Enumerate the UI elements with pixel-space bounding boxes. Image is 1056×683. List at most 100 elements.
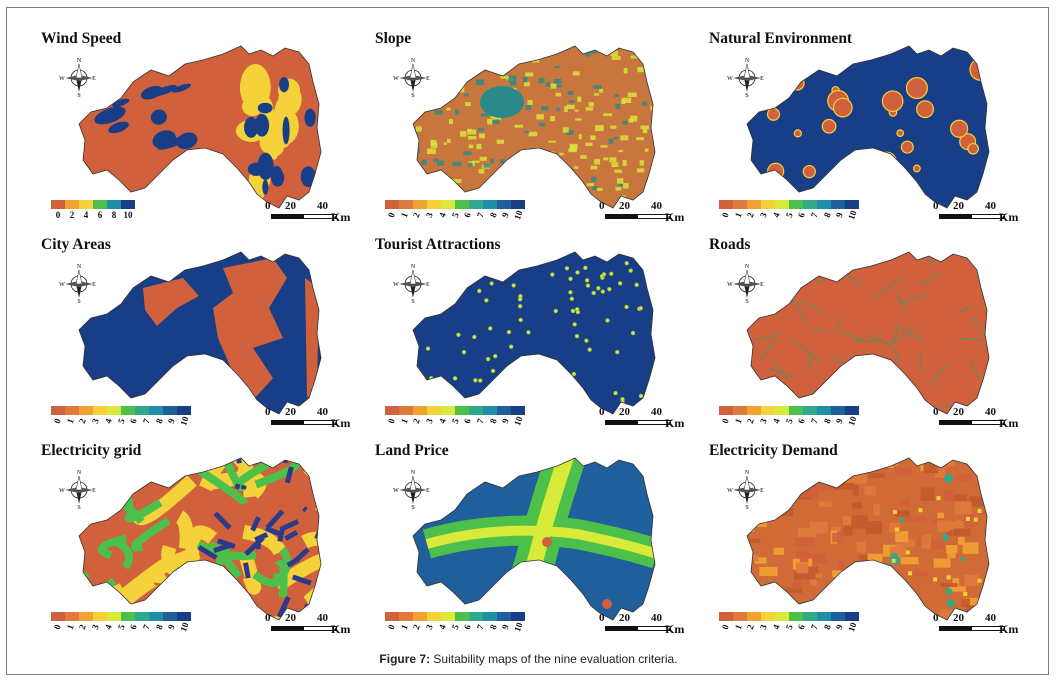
- compass-rose-icon: N S E W: [727, 58, 767, 99]
- scale-mid-label: 20: [619, 200, 630, 212]
- legend-swatch: [65, 200, 79, 209]
- panel-title: Land Price: [375, 442, 449, 459]
- legend-swatch: [469, 406, 483, 415]
- scale-bar-line: [605, 626, 671, 631]
- legend-swatch: [121, 612, 135, 621]
- legend-tick-label: 1: [64, 417, 76, 425]
- legend-tick-label: 10: [846, 415, 859, 427]
- legend-swatch: [93, 612, 107, 621]
- legend-swatch: [441, 612, 455, 621]
- map-panel: Land Price N S E W 0 1 2 3 4 5 6 7 8 9 10 0 20 40 Km: [367, 442, 697, 650]
- color-legend: [51, 612, 191, 621]
- scale-bar: 0 20 40 Km: [599, 612, 709, 642]
- legend-swatch: [775, 406, 789, 415]
- scale-bar-line: [605, 420, 671, 425]
- legend-swatch: [817, 200, 831, 209]
- legend-tick-label: 8: [821, 417, 833, 425]
- legend-tick-label: 9: [500, 623, 512, 631]
- legend-tick-label: 0: [385, 417, 397, 425]
- legend-tick-label: 2: [77, 417, 89, 425]
- map-panel: Slope N S E W 0 1 2 3 4 5 6 7 8 9 10 0 20 40 Km: [367, 30, 697, 238]
- figure-frame: Wind Speed N S E W 0 2 4 6 8 10 0 20 40 Km Slope N S E W 0 1 2…: [6, 7, 1049, 675]
- legend-tick-label: 4: [436, 623, 448, 631]
- scale-bar-line: [939, 214, 1005, 219]
- legend-tick-label: 4: [770, 623, 782, 631]
- compass-rose-icon: N S E W: [393, 58, 433, 99]
- compass-s-label: S: [745, 299, 748, 305]
- legend-tick-label: 6: [796, 623, 808, 631]
- legend-swatch: [845, 612, 859, 621]
- compass-n-label: N: [745, 470, 750, 476]
- legend-swatch: [107, 406, 121, 415]
- legend-tick-label: 0: [719, 211, 731, 219]
- caption-label: Figure 7:: [379, 652, 431, 666]
- legend-swatch: [177, 406, 191, 415]
- legend-tick-label: 6: [796, 417, 808, 425]
- legend-tick-label: 1: [732, 417, 744, 425]
- legend-swatch: [733, 200, 747, 209]
- legend-tick-label: 3: [758, 417, 769, 425]
- map-panel: Wind Speed N S E W 0 2 4 6 8 10 0 20 40 Km: [33, 30, 363, 238]
- compass-e-label: E: [760, 488, 764, 494]
- compass-e-label: E: [426, 488, 430, 494]
- legend-tick-label: 2: [411, 623, 423, 631]
- legend-tick-label: 9: [834, 623, 846, 631]
- legend-swatch: [747, 200, 761, 209]
- legend-tick-label: 2: [411, 417, 423, 425]
- legend-swatch: [93, 200, 107, 209]
- legend-swatch: [511, 406, 525, 415]
- scale-bar-line: [271, 214, 337, 219]
- legend-tick-label: 2: [69, 210, 75, 220]
- scale-bar: 0 20 40 Km: [599, 200, 709, 230]
- legend-swatch: [747, 406, 761, 415]
- legend-tick-label: 5: [115, 417, 127, 425]
- legend-swatch: [455, 612, 469, 621]
- suitability-map: [73, 248, 323, 416]
- legend-tick-label: 7: [140, 623, 152, 631]
- compass-e-label: E: [760, 282, 764, 288]
- legend-swatch: [399, 200, 413, 209]
- map-panel: Tourist Attractions N S E W 0 1 2 3 4 5 6 7 8 9 10 0 20 40…: [367, 236, 697, 444]
- legend-tick-label: 7: [808, 417, 820, 425]
- compass-n-label: N: [77, 58, 82, 64]
- scale-mid-label: 20: [619, 406, 630, 418]
- compass-rose-icon: N S E W: [59, 470, 99, 511]
- compass-e-label: E: [92, 488, 96, 494]
- scale-zero-label: 0: [599, 612, 605, 624]
- legend-ticks: 0 1 2 3 4 5 6 7 8 9 10: [719, 209, 859, 221]
- compass-n-label: N: [745, 58, 750, 64]
- legend-tick-label: 4: [770, 417, 782, 425]
- scale-zero-label: 0: [265, 612, 271, 624]
- scale-mid-label: 20: [953, 406, 964, 418]
- compass-w-label: W: [727, 488, 733, 494]
- legend-swatch: [775, 612, 789, 621]
- panel-title: Electricity grid: [41, 442, 142, 459]
- suitability-map: [407, 248, 657, 416]
- scale-max-label: 40: [985, 200, 996, 212]
- legend-tick-label: 5: [449, 417, 461, 425]
- legend-tick-label: 10: [846, 209, 859, 221]
- legend-tick-label: 5: [783, 211, 795, 219]
- compass-s-label: S: [411, 299, 414, 305]
- legend-ticks: 0 1 2 3 4 5 6 7 8 9 10: [51, 621, 191, 633]
- panel-title: City Areas: [41, 236, 111, 253]
- legend-tick-label: 7: [808, 211, 820, 219]
- legend-tick-label: 0: [55, 210, 61, 220]
- compass-n-label: N: [411, 470, 416, 476]
- scale-mid-label: 20: [953, 612, 964, 624]
- legend-tick-label: 4: [436, 417, 448, 425]
- scale-zero-label: 0: [265, 200, 271, 212]
- legend-swatch: [441, 200, 455, 209]
- legend-tick-label: 8: [487, 623, 499, 631]
- color-legend: [51, 406, 191, 415]
- caption-text: Suitability maps of the nine evaluation …: [430, 652, 678, 666]
- map-panel: Electricity Demand N S E W 0 1 2 3 4 5 6 7 8 9 10 0 20 40 K…: [701, 442, 1031, 650]
- legend-tick-label: 9: [500, 417, 512, 425]
- legend-tick-label: 7: [474, 417, 486, 425]
- legend-tick-label: 3: [90, 417, 101, 425]
- legend-swatch: [803, 406, 817, 415]
- legend-swatch: [107, 200, 121, 209]
- legend-swatch: [483, 406, 497, 415]
- compass-w-label: W: [727, 76, 733, 82]
- legend-swatch: [789, 200, 803, 209]
